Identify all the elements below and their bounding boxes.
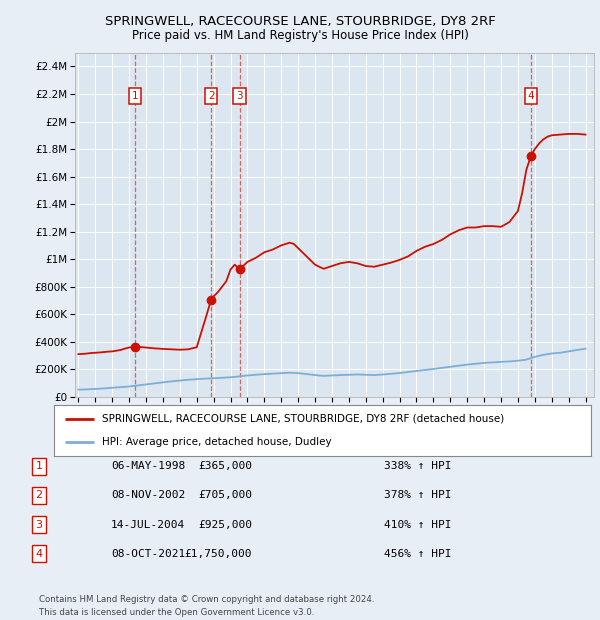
- Text: Contains HM Land Registry data © Crown copyright and database right 2024.
This d: Contains HM Land Registry data © Crown c…: [39, 595, 374, 617]
- Text: 378% ↑ HPI: 378% ↑ HPI: [384, 490, 452, 500]
- Text: 410% ↑ HPI: 410% ↑ HPI: [384, 520, 452, 529]
- Text: 4: 4: [35, 549, 43, 559]
- Text: 4: 4: [527, 91, 534, 100]
- Text: 2: 2: [208, 91, 214, 100]
- Text: 1: 1: [132, 91, 139, 100]
- Text: 08-OCT-2021: 08-OCT-2021: [111, 549, 185, 559]
- Text: 2: 2: [35, 490, 43, 500]
- Text: £1,750,000: £1,750,000: [185, 549, 252, 559]
- Text: £925,000: £925,000: [198, 520, 252, 529]
- Text: 3: 3: [236, 91, 243, 100]
- Text: Price paid vs. HM Land Registry's House Price Index (HPI): Price paid vs. HM Land Registry's House …: [131, 29, 469, 42]
- Text: 14-JUL-2004: 14-JUL-2004: [111, 520, 185, 529]
- Text: £705,000: £705,000: [198, 490, 252, 500]
- Text: 06-MAY-1998: 06-MAY-1998: [111, 461, 185, 471]
- Text: 456% ↑ HPI: 456% ↑ HPI: [384, 549, 452, 559]
- Text: SPRINGWELL, RACECOURSE LANE, STOURBRIDGE, DY8 2RF (detached house): SPRINGWELL, RACECOURSE LANE, STOURBRIDGE…: [103, 414, 505, 423]
- Text: £365,000: £365,000: [198, 461, 252, 471]
- Text: 1: 1: [35, 461, 43, 471]
- Text: HPI: Average price, detached house, Dudley: HPI: Average price, detached house, Dudl…: [103, 437, 332, 447]
- Text: 08-NOV-2002: 08-NOV-2002: [111, 490, 185, 500]
- Text: 338% ↑ HPI: 338% ↑ HPI: [384, 461, 452, 471]
- Text: SPRINGWELL, RACECOURSE LANE, STOURBRIDGE, DY8 2RF: SPRINGWELL, RACECOURSE LANE, STOURBRIDGE…: [104, 16, 496, 29]
- Text: 3: 3: [35, 520, 43, 529]
